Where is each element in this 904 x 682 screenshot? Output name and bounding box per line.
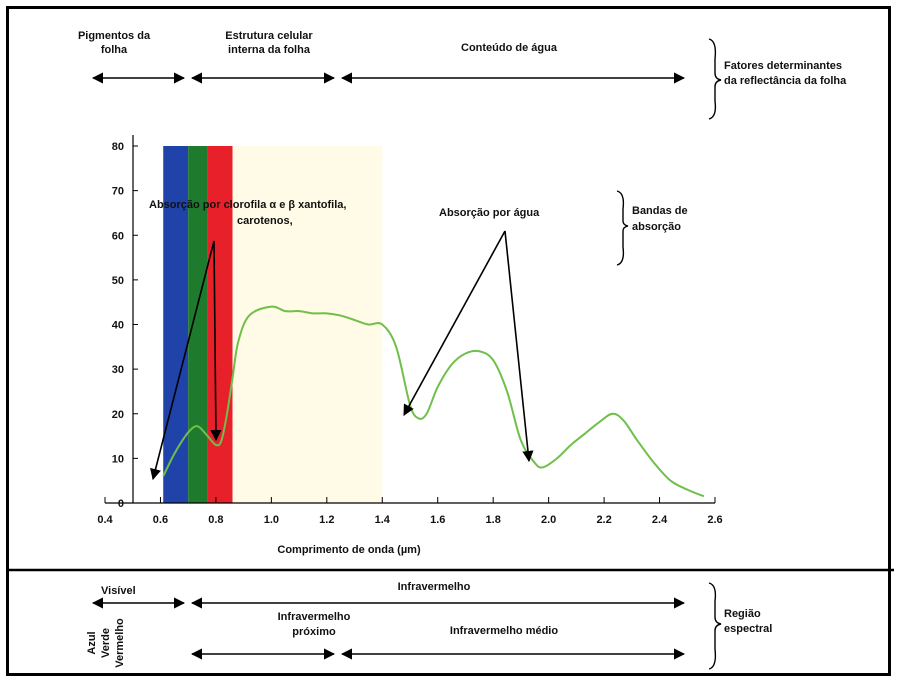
y-tick-label: 30 bbox=[112, 364, 124, 376]
x-tick-label: 2.0 bbox=[541, 514, 556, 526]
annotation-clorofila-2: carotenos, bbox=[237, 215, 293, 227]
y-tick-label: 50 bbox=[112, 275, 124, 287]
label-pigmentos-2: folha bbox=[101, 44, 128, 56]
brace-regiao bbox=[708, 582, 722, 670]
x-tick-label: 1.8 bbox=[486, 514, 501, 526]
label-nir-2: próximo bbox=[292, 626, 336, 638]
band-azul bbox=[163, 146, 189, 503]
label-estrutura-2: interna da folha bbox=[228, 44, 311, 56]
x-tick-label: 1.4 bbox=[375, 514, 391, 526]
label-visivel: Visível bbox=[101, 585, 136, 597]
x-tick-label: 2.2 bbox=[596, 514, 611, 526]
y-tick-label: 60 bbox=[112, 230, 124, 242]
annotation-clorofila-1: Absorção por clorofila α e β xantofila, bbox=[149, 199, 346, 211]
brace-bandas bbox=[616, 190, 629, 266]
axis-ticks: 0.4 0.6 0.8 1.0 1.2 1.4 1.6 1.8 2.0 2.2 2.4 2.6 0 10 2… bbox=[97, 141, 722, 526]
arrow-absorcao-agua-2 bbox=[504, 230, 534, 463]
arrow-absorcao-vermelho bbox=[210, 240, 222, 442]
band-verde bbox=[188, 146, 208, 503]
label-bandas-2: absorção bbox=[632, 221, 681, 233]
y-tick-label: 10 bbox=[112, 453, 124, 465]
x-tick-label: 0.6 bbox=[153, 514, 168, 526]
annotation-agua: Absorção por água bbox=[439, 207, 540, 219]
label-estrutura-1: Estrutura celular bbox=[225, 30, 313, 42]
arrow-absorcao-azul bbox=[150, 240, 215, 481]
label-regiao-1: Região bbox=[724, 608, 761, 620]
y-tick-label: 20 bbox=[112, 409, 124, 421]
y-tick-label: 40 bbox=[112, 320, 124, 332]
label-azul: Azul bbox=[86, 631, 98, 654]
label-regiao-2: espectral bbox=[724, 623, 772, 635]
label-vermelho: Vermelho bbox=[114, 618, 126, 668]
label-bandas-1: Bandas de bbox=[632, 205, 688, 217]
y-tick-label: 80 bbox=[112, 141, 124, 153]
x-tick-label: 2.4 bbox=[652, 514, 668, 526]
arrow-absorcao-agua-1 bbox=[403, 230, 506, 416]
reflectance-chart: Pigmentos da folha Estrutura celular int… bbox=[9, 30, 894, 670]
band-infravermelho-proximo bbox=[232, 146, 383, 503]
x-axis-title: Comprimento de onda (µm) bbox=[277, 544, 421, 556]
x-tick-label: 0.8 bbox=[208, 514, 223, 526]
label-pigmentos-1: Pigmentos da bbox=[78, 30, 151, 42]
x-tick-label: 1.6 bbox=[430, 514, 445, 526]
label-infravermelho: Infravermelho bbox=[398, 581, 471, 593]
x-tick-label: 0.4 bbox=[97, 514, 113, 526]
brace-fatores bbox=[708, 38, 722, 120]
label-conteudo-agua: Conteúdo de água bbox=[461, 42, 558, 54]
x-tick-label: 1.2 bbox=[319, 514, 334, 526]
label-fatores-2: da reflectância da folha bbox=[724, 75, 847, 87]
x-tick-label: 1.0 bbox=[264, 514, 279, 526]
y-tick-label: 0 bbox=[118, 498, 124, 510]
figure-frame: Pigmentos da folha Estrutura celular int… bbox=[6, 6, 894, 676]
label-nir-1: Infravermelho bbox=[278, 611, 351, 623]
label-fatores-1: Fatores determinantes bbox=[724, 60, 842, 72]
label-verde: Verde bbox=[100, 628, 112, 658]
y-tick-label: 70 bbox=[112, 186, 124, 198]
label-infravermelho-medio: Infravermelho médio bbox=[450, 625, 558, 637]
x-tick-label: 2.6 bbox=[707, 514, 722, 526]
